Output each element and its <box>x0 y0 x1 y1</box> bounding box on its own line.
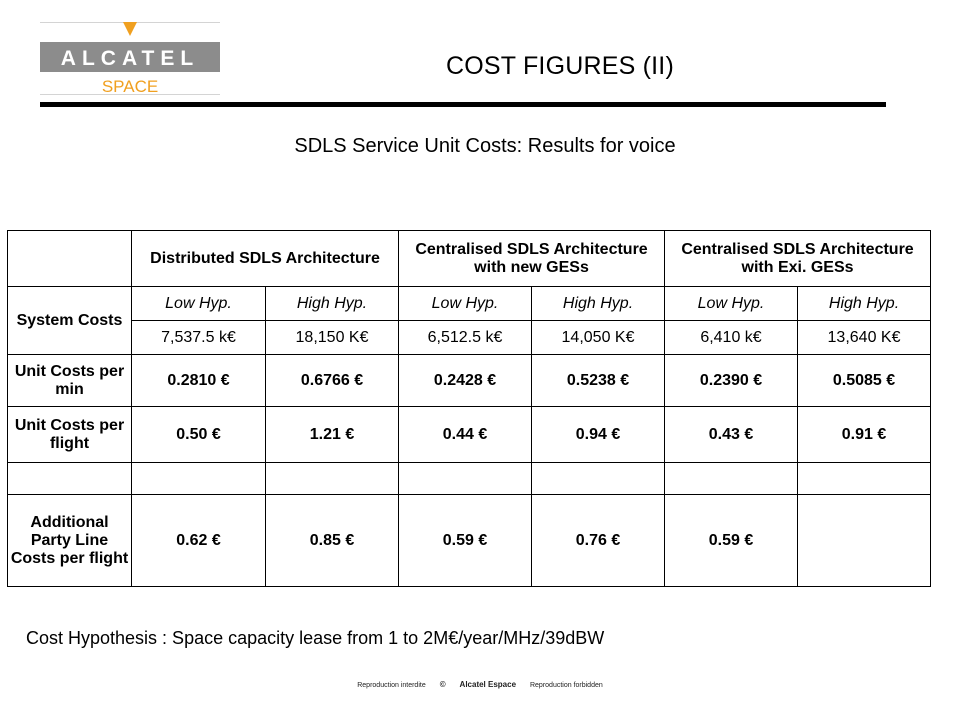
value-cell: 0.91 € <box>797 406 932 463</box>
empty-cell <box>7 462 132 495</box>
value-cell: 7,537.5 k€ <box>131 320 266 355</box>
value-cell: 0.6766 € <box>264 354 400 407</box>
page-subtitle: SDLS Service Unit Costs: Results for voi… <box>294 135 676 157</box>
value-cell: 0.2428 € <box>398 354 533 407</box>
empty-cell <box>664 462 799 495</box>
arch-header-centralised-new: Centralised SDLS Architecture with new G… <box>398 230 666 287</box>
arch-header-distributed: Distributed SDLS Architecture <box>130 230 400 287</box>
hyp-cell: High Hyp. <box>264 286 400 321</box>
logo-sub-text: SPACE <box>102 77 158 96</box>
logo-orange-triangle <box>123 22 137 36</box>
empty-cell <box>531 462 666 495</box>
arch-header-centralised-exi: Centralised SDLS Architecture with Exi. … <box>664 230 932 287</box>
logo-bottom-line <box>40 94 220 95</box>
hyp-cell: Low Hyp. <box>664 286 799 321</box>
value-cell: 0.5238 € <box>531 354 666 407</box>
row-label-unit-costs-per-min: Unit Costs per min <box>7 354 132 407</box>
value-cell: 0.50 € <box>131 406 266 463</box>
value-cell: 0.59 € <box>398 494 533 587</box>
row-label-unit-costs-per-flight: Unit Costs per flight <box>7 406 132 463</box>
party-line-costs-row: Additional Party Line Costs per flight 0… <box>7 494 932 587</box>
value-cell: 0.44 € <box>398 406 533 463</box>
empty-cell <box>398 462 533 495</box>
empty-cell <box>264 462 400 495</box>
architecture-header-row: Distributed SDLS Architecture Centralise… <box>7 230 932 287</box>
page-title: COST FIGURES (II) <box>446 52 674 80</box>
row-label-party-line-costs: Additional Party Line Costs per flight <box>7 494 132 587</box>
system-costs-row: 7,537.5 k€ 18,150 K€ 6,512.5 k€ 14,050 K… <box>8 320 932 355</box>
empty-cell <box>797 462 932 495</box>
alcatel-space-logo: ALCATEL SPACE <box>40 22 220 96</box>
logo-grey-band <box>40 42 220 72</box>
hyp-cell: High Hyp. <box>797 286 932 321</box>
footer: Reproduction interdite © Alcatel Espace … <box>0 680 960 689</box>
footer-left-text: Reproduction interdite <box>357 682 426 689</box>
value-cell: 0.62 € <box>131 494 266 587</box>
spacer-row <box>7 462 932 495</box>
value-cell: 0.94 € <box>531 406 666 463</box>
copyright-symbol: © <box>439 680 446 689</box>
unit-costs-per-min-row: Unit Costs per min 0.2810 € 0.6766 € 0.2… <box>7 354 932 407</box>
value-cell: 0.2390 € <box>664 354 799 407</box>
corner-cell <box>7 230 132 287</box>
value-cell: 0.43 € <box>664 406 799 463</box>
value-cell: 6,410 k€ <box>664 320 799 355</box>
value-cell: 18,150 K€ <box>264 320 400 355</box>
unit-costs-per-flight-row: Unit Costs per flight 0.50 € 1.21 € 0.44… <box>7 406 932 463</box>
value-cell: 0.76 € <box>531 494 666 587</box>
value-cell: 1.21 € <box>264 406 400 463</box>
value-cell: 0.59 € <box>664 494 799 587</box>
footer-right-text: Reproduction forbidden <box>529 682 603 689</box>
cost-hypothesis-note: Cost Hypothesis : Space capacity lease f… <box>26 628 605 648</box>
value-cell <box>797 494 932 587</box>
value-cell: 6,512.5 k€ <box>398 320 533 355</box>
hyp-cell: Low Hyp. <box>398 286 533 321</box>
hyp-cell: High Hyp. <box>531 286 666 321</box>
cost-table: Distributed SDLS Architecture Centralise… <box>7 230 932 587</box>
value-cell: 0.85 € <box>264 494 400 587</box>
value-cell: 13,640 K€ <box>797 320 932 355</box>
value-cell: 14,050 K€ <box>531 320 666 355</box>
row-label-system-costs: System Costs <box>7 286 132 355</box>
empty-cell <box>131 462 266 495</box>
hypothesis-row: System Costs Low Hyp. High Hyp. Low Hyp.… <box>7 286 932 355</box>
value-cell: 0.2810 € <box>131 354 266 407</box>
footer-company: Alcatel Espace <box>459 680 517 689</box>
logo-brand-text: ALCATEL <box>61 47 199 70</box>
title-rule <box>40 102 886 107</box>
hyp-cell: Low Hyp. <box>131 286 266 321</box>
value-cell: 0.5085 € <box>797 354 932 407</box>
